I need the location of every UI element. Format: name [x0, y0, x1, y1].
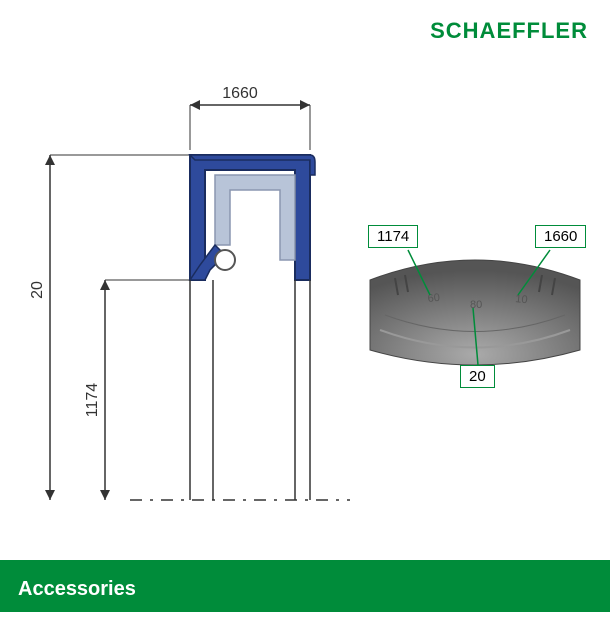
footer-category-bar: Accessories [0, 566, 610, 612]
dimension-height-overall: 20 [30, 155, 190, 500]
callout-20: 20 [460, 365, 495, 388]
dimension-height-inner: 1174 [84, 280, 190, 500]
main-diagram-area: 1660 20 1174 [0, 80, 610, 560]
svg-text:80: 80 [470, 299, 482, 311]
dimension-width: 1660 [190, 85, 310, 150]
technical-drawing: 1660 20 1174 [30, 80, 370, 520]
callout-1174: 1174 [368, 225, 418, 248]
dim-height-inner-value: 1174 [84, 383, 101, 418]
svg-text:10: 10 [515, 293, 528, 306]
seal-photo: 60 80 10 [360, 220, 590, 420]
seal-photo-area: 60 80 10 1174 1660 20 [360, 220, 590, 420]
callout-1660: 1660 [535, 225, 586, 248]
footer-label: Accessories [18, 578, 136, 601]
brand-logo: SCHAEFFLER [430, 18, 588, 44]
seal-cross-section [130, 155, 350, 500]
dim-height-overall-value: 20 [30, 281, 46, 299]
dim-width-value: 1660 [222, 85, 258, 102]
